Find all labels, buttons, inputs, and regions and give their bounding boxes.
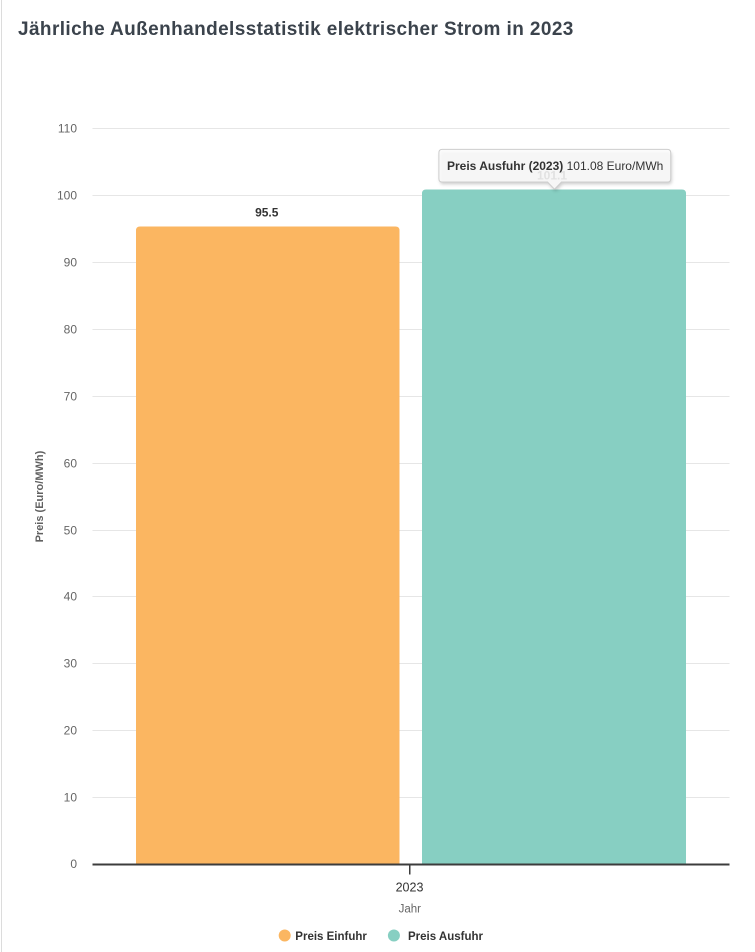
svg-text:2023: 2023 [396, 881, 424, 895]
svg-text:80: 80 [64, 323, 78, 337]
svg-text:0: 0 [70, 857, 77, 871]
svg-text:Jahr: Jahr [399, 904, 422, 916]
svg-text:50: 50 [64, 524, 78, 538]
svg-text:30: 30 [64, 657, 78, 671]
svg-text:70: 70 [64, 390, 78, 404]
svg-text:Preis Ausfuhr (2023) 101.08 Eu: Preis Ausfuhr (2023) 101.08 Euro/MWh [447, 159, 663, 173]
svg-text:Preis Einfuhr: Preis Einfuhr [295, 931, 367, 943]
svg-text:Preis Ausfuhr: Preis Ausfuhr [408, 931, 484, 943]
svg-text:100: 100 [57, 189, 77, 203]
svg-text:Preis (Euro/MWh): Preis (Euro/MWh) [34, 450, 46, 542]
svg-text:95.5: 95.5 [255, 206, 279, 220]
svg-text:110: 110 [58, 122, 77, 136]
svg-text:60: 60 [64, 457, 78, 471]
svg-text:Jährliche Außenhandelsstatisti: Jährliche Außenhandelsstatistik elektris… [18, 19, 574, 40]
svg-text:90: 90 [64, 256, 78, 270]
svg-text:20: 20 [64, 724, 78, 738]
svg-text:40: 40 [64, 590, 78, 604]
svg-text:10: 10 [64, 791, 78, 805]
